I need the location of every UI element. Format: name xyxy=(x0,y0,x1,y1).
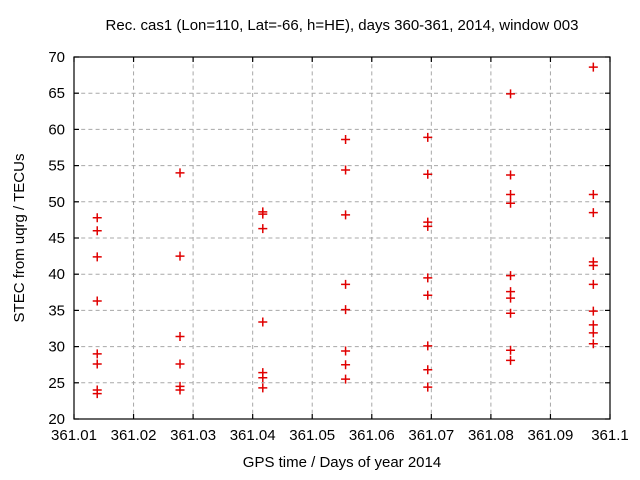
data-point-marker xyxy=(175,331,185,341)
data-points xyxy=(92,62,598,399)
data-point-marker xyxy=(588,339,598,349)
data-point-marker xyxy=(175,359,185,369)
data-point-marker xyxy=(423,290,433,300)
data-point-marker xyxy=(423,169,433,179)
x-tick-label: 361.07 xyxy=(408,427,454,444)
data-point-marker xyxy=(258,224,268,234)
data-point-marker xyxy=(341,305,351,315)
data-point-marker xyxy=(175,251,185,261)
data-point-marker xyxy=(506,198,516,208)
data-point-marker xyxy=(341,360,351,370)
data-point-marker xyxy=(506,355,516,365)
x-tick-label: 361.06 xyxy=(349,427,395,444)
data-point-marker xyxy=(341,135,351,145)
data-point-marker xyxy=(506,271,516,281)
data-point-marker xyxy=(92,389,102,399)
data-point-marker xyxy=(588,328,598,338)
y-tick-label: 20 xyxy=(48,411,65,428)
y-tick-label: 70 xyxy=(48,49,65,66)
data-point-marker xyxy=(506,345,516,355)
x-tick-label: 361.1 xyxy=(591,427,629,444)
data-point-marker xyxy=(92,359,102,369)
data-point-marker xyxy=(588,208,598,218)
x-tick-label: 361.01 xyxy=(51,427,97,444)
y-tick-label: 50 xyxy=(48,194,65,211)
data-point-marker xyxy=(588,261,598,271)
y-tick-label: 65 xyxy=(48,85,65,102)
data-point-marker xyxy=(92,213,102,223)
x-tick-label: 361.09 xyxy=(527,427,573,444)
y-axis-label: STEC from uqrg / TECUs xyxy=(11,154,28,323)
data-point-marker xyxy=(341,374,351,384)
x-axis-label: GPS time / Days of year 2014 xyxy=(243,454,441,471)
data-point-marker xyxy=(258,209,268,219)
data-point-marker xyxy=(258,383,268,393)
data-point-marker xyxy=(423,382,433,392)
data-point-marker xyxy=(258,317,268,327)
data-point-marker xyxy=(588,62,598,72)
y-tick-label: 35 xyxy=(48,302,65,319)
data-point-marker xyxy=(341,346,351,356)
data-point-marker xyxy=(506,170,516,180)
data-point-marker xyxy=(423,341,433,351)
data-point-marker xyxy=(92,226,102,236)
data-point-marker xyxy=(423,221,433,231)
data-point-marker xyxy=(588,279,598,289)
data-point-marker xyxy=(588,190,598,200)
data-point-marker xyxy=(92,296,102,306)
x-tick-label: 361.03 xyxy=(170,427,216,444)
y-tick-label: 30 xyxy=(48,339,65,356)
data-point-marker xyxy=(341,210,351,220)
data-point-marker xyxy=(423,132,433,142)
y-tick-label: 60 xyxy=(48,121,65,138)
data-point-marker xyxy=(92,349,102,359)
data-point-marker xyxy=(588,320,598,330)
y-tick-label: 40 xyxy=(48,266,65,283)
data-point-marker xyxy=(506,293,516,303)
data-point-marker xyxy=(341,165,351,175)
x-tick-label: 361.04 xyxy=(230,427,276,444)
y-tick-label: 25 xyxy=(48,375,65,392)
data-point-marker xyxy=(506,308,516,318)
data-point-marker xyxy=(341,279,351,289)
data-point-marker xyxy=(423,273,433,283)
y-tick-label: 55 xyxy=(48,158,65,175)
data-point-marker xyxy=(423,365,433,375)
data-point-marker xyxy=(258,373,268,383)
data-point-marker xyxy=(175,385,185,395)
data-point-marker xyxy=(506,190,516,200)
data-point-marker xyxy=(506,89,516,99)
y-tick-label: 45 xyxy=(48,230,65,247)
data-point-marker xyxy=(588,306,598,316)
data-point-marker xyxy=(175,168,185,178)
data-point-marker xyxy=(92,252,102,262)
plot-title: Rec. cas1 (Lon=110, Lat=-66, h=HE), days… xyxy=(106,17,579,34)
x-tick-label: 361.05 xyxy=(289,427,335,444)
plot-border xyxy=(73,56,611,420)
x-tick-label: 361.08 xyxy=(468,427,514,444)
x-tick-label: 361.02 xyxy=(111,427,157,444)
tick-labels: 361.01 361.02 361.03 361.04 361.05 361.06 361.… xyxy=(48,49,628,444)
